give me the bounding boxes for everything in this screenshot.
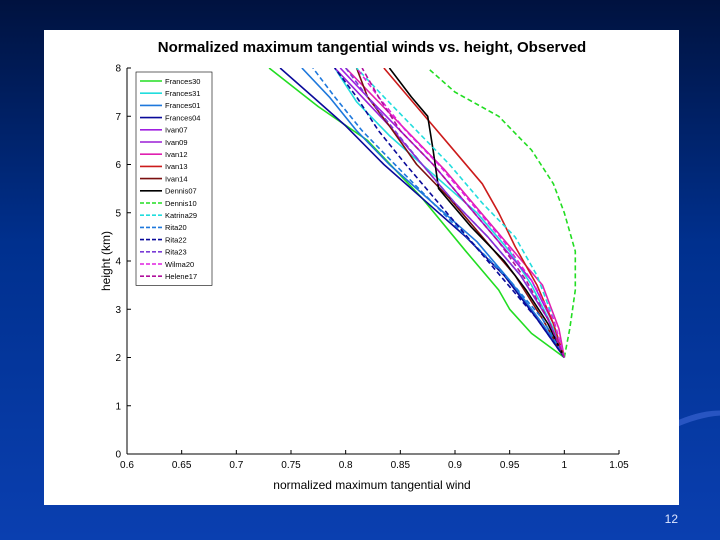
series-line-frances04 bbox=[279, 68, 565, 358]
x-tick-label: 1.05 bbox=[609, 460, 629, 471]
x-tick-label: 0.65 bbox=[172, 460, 192, 471]
legend-label: Katrina29 bbox=[165, 211, 197, 220]
chart-figure: Normalized maximum tangential winds vs. … bbox=[44, 30, 679, 505]
y-tick-label: 4 bbox=[115, 257, 121, 268]
y-tick-label: 2 bbox=[115, 353, 121, 364]
legend: Frances30 Frances31 Frances01 Frances04 Ivan… bbox=[135, 71, 213, 286]
legend-label: Rita23 bbox=[165, 248, 187, 257]
x-tick-label: 0.9 bbox=[448, 460, 462, 471]
series-lines bbox=[268, 68, 577, 359]
series-line-katrina29 bbox=[356, 68, 566, 358]
legend-label: Frances04 bbox=[165, 113, 200, 122]
legend-label: Frances31 bbox=[165, 89, 200, 98]
y-tick-label: 3 bbox=[115, 305, 121, 316]
legend-label: Rita20 bbox=[165, 223, 187, 232]
y-tick-label: 8 bbox=[115, 64, 121, 75]
legend-label: Dennis10 bbox=[165, 199, 197, 208]
series-line-rita20 bbox=[312, 68, 565, 358]
series-line-ivan12 bbox=[345, 68, 566, 358]
series-line-helene17 bbox=[361, 68, 566, 358]
legend-label: Helene17 bbox=[165, 272, 197, 281]
x-tick-label: 0.7 bbox=[229, 460, 243, 471]
chart-title: Normalized maximum tangential winds vs. … bbox=[158, 39, 586, 56]
y-tick-label: 7 bbox=[115, 112, 121, 123]
series-line-rita22 bbox=[334, 68, 565, 358]
x-tick-label: 0.85 bbox=[391, 460, 411, 471]
plot-area: 0.6 0.65 0.7 0.75 0.8 0.85 0.9 0.95 1 1.05 0 1 2 3 4 5 6… bbox=[115, 64, 629, 472]
series-line-dennis07 bbox=[388, 68, 566, 358]
series-line-rita23 bbox=[345, 68, 566, 358]
legend-label: Ivan14 bbox=[165, 174, 188, 183]
x-tick-label: 1 bbox=[562, 460, 568, 471]
x-tick-label: 0.8 bbox=[339, 460, 353, 471]
legend-label: Frances30 bbox=[165, 77, 200, 86]
legend-label: Ivan07 bbox=[165, 126, 188, 135]
y-tick-label: 0 bbox=[115, 450, 121, 461]
legend-label: Ivan13 bbox=[165, 162, 188, 171]
x-tick-label: 0.75 bbox=[281, 460, 301, 471]
legend-label: Ivan12 bbox=[165, 150, 188, 159]
legend-label: Wilma20 bbox=[165, 260, 194, 269]
legend-label: Dennis07 bbox=[165, 187, 197, 196]
series-line-ivan07 bbox=[339, 68, 566, 358]
line-chart: Normalized maximum tangential winds vs. … bbox=[99, 39, 629, 492]
x-tick-label: 0.95 bbox=[500, 460, 520, 471]
series-line-frances30 bbox=[268, 68, 565, 359]
x-axis-label: normalized maximum tangential wind bbox=[273, 478, 470, 492]
legend-label: Rita22 bbox=[165, 235, 187, 244]
y-tick-label: 5 bbox=[115, 208, 121, 219]
y-tick-label: 1 bbox=[115, 401, 121, 412]
x-tick-label: 0.6 bbox=[120, 460, 134, 471]
y-axis-label: height (km) bbox=[99, 231, 113, 291]
series-line-dennis10 bbox=[427, 68, 577, 358]
y-tick-label: 6 bbox=[115, 160, 121, 171]
series-line-ivan09 bbox=[334, 68, 566, 358]
slide-page-number: 12 bbox=[664, 512, 678, 526]
legend-label: Ivan09 bbox=[165, 138, 188, 147]
legend-label: Frances01 bbox=[165, 101, 200, 110]
series-line-frances31 bbox=[334, 68, 566, 358]
